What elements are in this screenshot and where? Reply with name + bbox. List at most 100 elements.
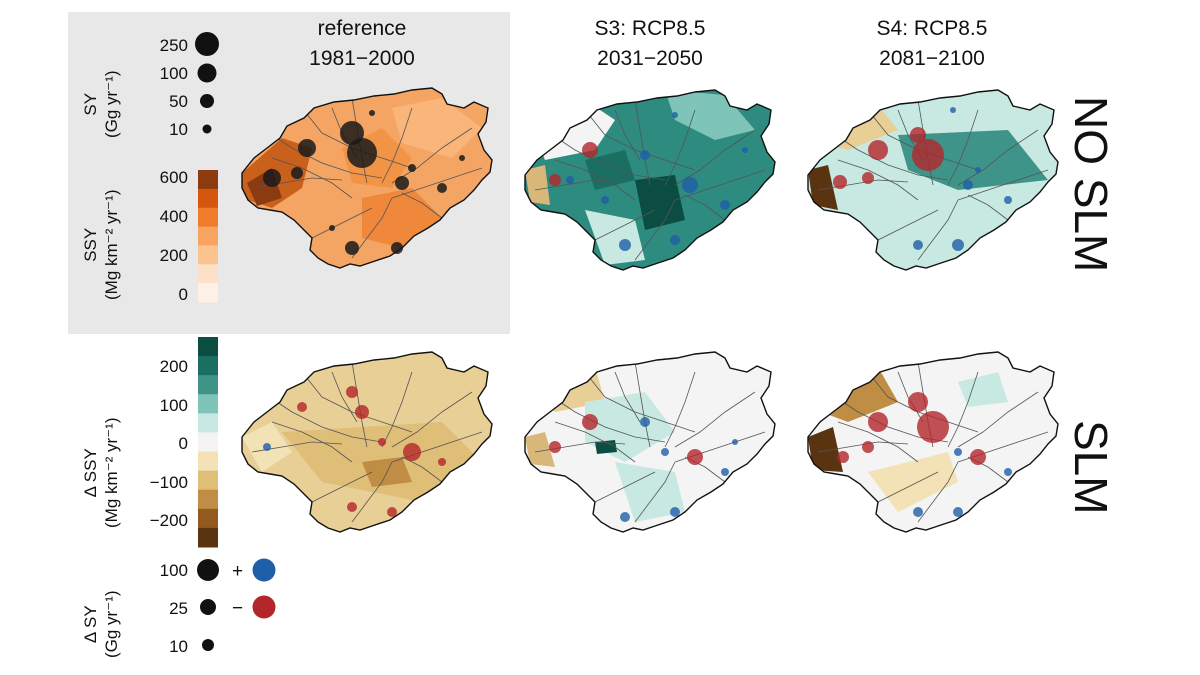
sy-station-circle (732, 439, 738, 445)
sy-station-circle (720, 200, 730, 210)
sediment-yield-circles (549, 414, 738, 522)
sy-station-circle (408, 164, 416, 172)
dssy-colorbar (198, 337, 218, 548)
sy-station-circle (963, 180, 973, 190)
river-line (877, 209, 939, 241)
ssy-tick-600: 600 (159, 168, 188, 187)
river-line (957, 169, 1049, 201)
sy-station-circle (1004, 196, 1012, 204)
river-line (947, 109, 979, 186)
dsy-legend-value-10: 10 (169, 637, 188, 656)
river-line (301, 371, 413, 433)
map-s4-no-slm (807, 89, 1059, 271)
sy-station-circle (910, 127, 926, 143)
dsy-legend-circle-100 (197, 559, 219, 581)
dsy-legend-circle-25 (200, 599, 216, 615)
sy-station-circle (263, 443, 271, 451)
sediment-yield-circles (837, 392, 1012, 517)
river-line (827, 129, 949, 181)
river-line (381, 107, 413, 184)
ssy-colorbar-segment (198, 188, 218, 209)
river-line (534, 179, 626, 191)
river-line (674, 169, 766, 201)
river-line (584, 109, 696, 171)
sy-station-circle (387, 507, 397, 517)
river-line (351, 197, 393, 259)
river-line (271, 157, 353, 199)
river-line (391, 167, 483, 199)
dssy-colorbar-segment (198, 508, 218, 529)
ssy-zone (938, 90, 1038, 130)
panel-title-s3: S3: RCP8.5 2031−2050 (594, 17, 706, 70)
sy-station-circle (1004, 468, 1012, 476)
river-line (544, 129, 666, 181)
river-line (251, 177, 343, 189)
sy-legend-circles (195, 32, 219, 134)
basin-outline (807, 89, 1059, 271)
river-network (534, 99, 766, 261)
basin-outline (807, 351, 1059, 533)
sy-legend-circle-250 (195, 32, 219, 56)
dssy-tick-0: 0 (178, 434, 188, 453)
ssy-colorbar-segment (198, 245, 218, 265)
sy-station-circle (721, 468, 729, 476)
river-line (271, 421, 353, 463)
map-reference-slm (241, 351, 493, 533)
ssy-zone (392, 98, 482, 158)
ssy-tick-400: 400 (159, 207, 188, 226)
sy-station-circle (868, 140, 888, 160)
basin-outline (241, 87, 493, 269)
river-line (594, 209, 656, 241)
river-line (261, 391, 383, 443)
ssy-colorbar-segment (198, 226, 218, 246)
dssy-colorbar-segment (198, 375, 218, 395)
sy-station-circle (862, 441, 874, 453)
sy-station-circle (378, 438, 386, 446)
sy-station-circle (438, 458, 446, 466)
dsy-legend-circle-10 (202, 639, 214, 651)
dssy-colorbar-segment (198, 432, 218, 453)
sediment-yield-circles (263, 386, 446, 517)
dsy-decrease-circle (252, 595, 276, 619)
map-reference-no-slm (241, 87, 493, 269)
map-s3-slm (524, 351, 776, 533)
river-line (917, 199, 959, 261)
river-line (817, 179, 909, 191)
river-line (837, 421, 919, 463)
sy-station-circle (601, 196, 609, 204)
river-line (674, 391, 756, 448)
sy-station-circle (346, 386, 358, 398)
dssy-tick-minus100: −100 (149, 473, 188, 492)
sy-legend-circle-50 (200, 94, 214, 108)
dsy-plus-sign: + (232, 561, 244, 582)
dssy-tick-100: 100 (159, 396, 188, 415)
sy-station-circle (298, 139, 316, 157)
basin-outline (524, 89, 776, 271)
river-line (261, 127, 383, 179)
sy-legend-circle-100 (197, 63, 217, 83)
ssy-colorbar-segment (198, 207, 218, 228)
river-line (594, 471, 656, 503)
ssy-colorbar-segment (198, 283, 218, 303)
ssy-zone (808, 427, 843, 472)
sediment-yield-circles (263, 110, 465, 255)
sy-legend-value-250: 250 (159, 36, 188, 55)
sy-station-circle (459, 155, 465, 161)
river-line (957, 391, 1039, 448)
sy-station-circle (263, 169, 281, 187)
river-line (967, 194, 1009, 221)
sy-station-circle (403, 443, 421, 461)
sy-legend-value-100: 100 (159, 64, 188, 83)
sy-station-circle (391, 242, 403, 254)
river-line (391, 127, 473, 184)
dssy-colorbar-segment (198, 356, 218, 376)
sy-station-circle (661, 448, 669, 456)
basin-outline (241, 351, 493, 533)
river-line (311, 207, 373, 239)
ssy-zone (808, 165, 838, 210)
river-line (947, 371, 979, 448)
river-line (311, 471, 373, 503)
ssy-zone (585, 210, 645, 265)
ssy-zone (525, 165, 550, 205)
dssy-tick-minus200: −200 (149, 511, 188, 530)
